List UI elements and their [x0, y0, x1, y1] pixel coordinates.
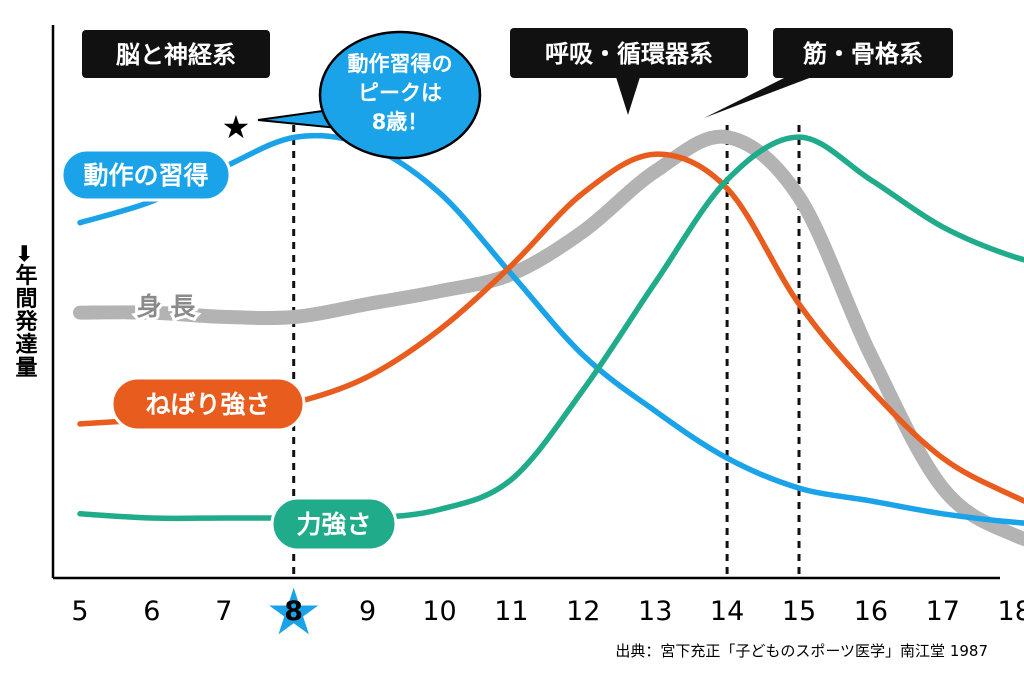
x-tick-18: 18	[998, 596, 1024, 627]
svg-text:5: 5	[71, 596, 88, 627]
x-ticks: 567★8910111213141516171819歳	[71, 576, 1024, 650]
marker-label-brain: 脳と神経系	[82, 30, 270, 78]
series-line-endurance	[77, 151, 1024, 504]
x-tick-14: 14	[710, 596, 744, 627]
x-tick-17: 17	[926, 596, 960, 627]
svg-text:15: 15	[782, 596, 816, 627]
svg-text:脳と神経系: 脳と神経系	[116, 41, 236, 69]
highlight-star-icon: ★	[265, 576, 322, 650]
x-tick-15: 15	[782, 596, 816, 627]
x-tick-10: 10	[422, 596, 456, 627]
x-tick-16: 16	[854, 596, 888, 627]
svg-text:11: 11	[494, 596, 528, 627]
x-tick-12: 12	[566, 596, 600, 627]
svg-text:呼吸・循環器系: 呼吸・循環器系	[545, 40, 713, 68]
svg-text:ねばり強さ: ねばり強さ	[145, 390, 270, 419]
x-tick-7: 7	[215, 596, 232, 627]
svg-text:動作の習得: 動作の習得	[83, 161, 208, 190]
x-tick-11: 11	[494, 596, 528, 627]
svg-text:9: 9	[359, 596, 376, 627]
x-tick-9: 9	[359, 596, 376, 627]
svg-text:10: 10	[422, 596, 456, 627]
svg-text:筋・骨格系: 筋・骨格系	[802, 40, 923, 68]
x-tick-8: ★8	[265, 576, 322, 650]
series-label-motor: 動作の習得	[60, 148, 232, 202]
callout-line-3: 8歳！	[372, 110, 429, 134]
marker-lines	[292, 125, 801, 576]
svg-text:6: 6	[143, 596, 160, 627]
callout-bubble	[318, 30, 482, 160]
x-tick-5: 5	[71, 596, 88, 627]
x-tick-13: 13	[638, 596, 672, 627]
marker-label-musculoskeletal: 筋・骨格系	[704, 28, 953, 118]
svg-text:18: 18	[998, 596, 1024, 627]
series-label-height: 身 長	[134, 289, 200, 324]
svg-text:力強さ: 力強さ	[296, 510, 371, 539]
series-line-height	[73, 129, 1024, 547]
svg-text:17: 17	[926, 596, 960, 627]
svg-text:16: 16	[854, 596, 888, 627]
peak-callout: 動作習得の ピークは 8歳！	[257, 30, 482, 160]
series-layer	[73, 129, 1024, 547]
series-label-endurance: ねばり強さ	[110, 376, 306, 432]
svg-text:身 長: 身 長	[137, 292, 197, 321]
svg-text:13: 13	[638, 596, 672, 627]
svg-text:7: 7	[215, 596, 232, 627]
y-axis-label: ➡年間発達量	[12, 244, 39, 378]
series-label-strength: 力強さ	[270, 496, 398, 552]
callout-line-1: 動作習得の	[348, 52, 453, 76]
marker-label-respiratory: 呼吸・循環器系	[510, 28, 748, 115]
series-line-motor	[77, 132, 1024, 526]
source-note: 出典：宮下充正「子どものスポーツ医学」南江堂 1987	[615, 642, 988, 660]
svg-text:8: 8	[284, 596, 303, 627]
x-tick-6: 6	[143, 596, 160, 627]
svg-text:14: 14	[710, 596, 744, 627]
peak-star-icon: ★	[222, 108, 251, 146]
series-line-strength	[77, 134, 1024, 522]
callout-line-2: ピークは	[358, 81, 442, 105]
svg-text:12: 12	[566, 596, 600, 627]
